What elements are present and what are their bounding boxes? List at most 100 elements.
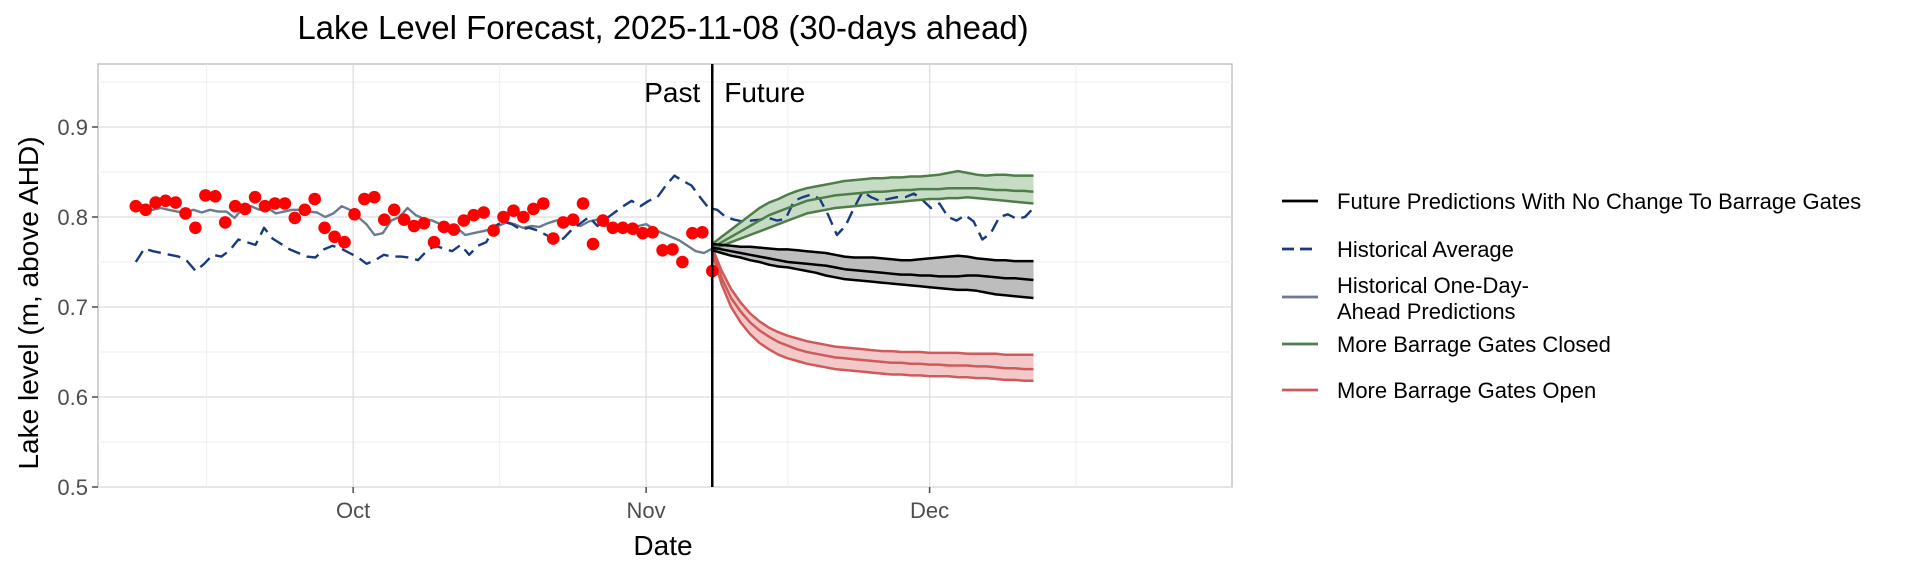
observed-points xyxy=(129,189,719,278)
observed-point xyxy=(556,216,570,229)
observed-point xyxy=(616,221,630,235)
legend-label: Historical Average xyxy=(1337,237,1514,262)
legend-label-line: More Barrage Gates Open xyxy=(1337,378,1596,403)
observed-point xyxy=(457,214,471,227)
observed-point xyxy=(378,213,391,226)
observed-point xyxy=(258,199,272,213)
observed-point xyxy=(397,213,411,226)
observed-point xyxy=(586,237,600,251)
observed-point xyxy=(507,204,520,217)
gates-closed-upper-line xyxy=(711,169,1034,245)
y-tick-label: 0.5 xyxy=(57,475,88,500)
y-tick-label: 0.8 xyxy=(57,205,88,230)
gates-closed-lower-line xyxy=(711,195,1034,252)
observed-point xyxy=(139,203,152,217)
observed-point xyxy=(179,207,192,220)
no-change-upper-line xyxy=(712,242,1034,263)
grid-lines xyxy=(98,64,1232,488)
annotations: Past Future xyxy=(644,64,805,487)
observed-point xyxy=(218,216,232,229)
observed-point xyxy=(288,211,302,225)
observed-point xyxy=(298,203,312,217)
gates-open-lower-line xyxy=(711,252,1034,383)
plot-area xyxy=(97,63,1233,488)
observed-point xyxy=(676,255,689,269)
legend-label-line: More Barrage Gates Closed xyxy=(1337,332,1611,357)
observed-point xyxy=(566,213,580,226)
observed-point xyxy=(268,197,282,210)
observed-point xyxy=(159,194,172,208)
legend-label: More Barrage Gates Open xyxy=(1337,378,1596,403)
observed-point xyxy=(387,203,401,217)
legend-label: More Barrage Gates Closed xyxy=(1337,332,1611,357)
no-change-mid-line xyxy=(712,246,1034,282)
observed-point xyxy=(308,192,322,206)
observed-point xyxy=(447,223,461,236)
gates-open-mid-line xyxy=(711,249,1034,371)
future-label: Future xyxy=(724,77,805,108)
y-tick-label: 0.6 xyxy=(57,385,88,410)
observed-point xyxy=(358,192,371,206)
legend-label-line: Ahead Predictions xyxy=(1337,299,1516,324)
observed-point xyxy=(368,190,381,204)
x-tick-label: Dec xyxy=(910,498,949,523)
observed-point xyxy=(546,232,560,245)
observed-point xyxy=(437,220,451,234)
observed-point xyxy=(169,196,182,209)
observed-point xyxy=(517,210,530,224)
observed-point xyxy=(129,199,143,213)
past-label: Past xyxy=(644,77,700,108)
observed-point xyxy=(606,221,620,235)
observed-point xyxy=(189,221,202,235)
axes: 0.5 0.6 0.7 0.8 0.9 Oct Nov Dec xyxy=(57,115,949,523)
gates-open-upper-line xyxy=(711,247,1034,356)
observed-point xyxy=(238,202,252,216)
observed-point xyxy=(656,244,669,257)
observed-point xyxy=(467,208,481,222)
observed-point xyxy=(199,189,212,202)
observed-point xyxy=(636,226,649,240)
legend-label: Future Predictions With No Change To Bar… xyxy=(1337,189,1861,214)
y-tick-label: 0.9 xyxy=(57,115,88,140)
observed-point xyxy=(328,230,341,244)
gates-closed-mid-line xyxy=(711,186,1034,249)
x-axis-title: Date xyxy=(633,530,692,561)
observed-point xyxy=(646,226,659,239)
observed-point xyxy=(537,197,550,210)
observed-point xyxy=(527,202,540,216)
observed-point xyxy=(596,214,610,227)
observed-point xyxy=(477,206,491,219)
observed-point xyxy=(209,190,222,203)
observed-point xyxy=(497,210,510,224)
y-axis-title: Lake level (m, above AHD) xyxy=(13,136,44,469)
observed-point xyxy=(318,221,331,235)
observed-point xyxy=(666,243,679,256)
observed-point xyxy=(686,226,699,240)
observed-point xyxy=(696,226,709,239)
observed-point xyxy=(487,224,500,237)
observed-point xyxy=(338,235,351,249)
x-tick-label: Nov xyxy=(627,498,666,523)
observed-point xyxy=(626,222,639,235)
legend-label-line: Historical One-Day- xyxy=(1337,273,1529,298)
observed-point xyxy=(417,217,431,230)
observed-point xyxy=(149,196,162,209)
legend-label-line: Future Predictions With No Change To Bar… xyxy=(1337,189,1861,214)
observed-point xyxy=(228,199,242,213)
observed-point xyxy=(248,190,262,204)
no-change-lower-line xyxy=(711,249,1034,300)
observed-point xyxy=(427,235,441,249)
legend-label-line: Historical Average xyxy=(1337,237,1514,262)
y-tick-label: 0.7 xyxy=(57,295,88,320)
plot-panel xyxy=(97,63,1233,488)
legend-label: Historical One-Day-Ahead Predictions xyxy=(1337,273,1529,324)
x-tick-label: Oct xyxy=(336,498,370,523)
observed-point xyxy=(576,197,590,210)
historical-average-line xyxy=(134,174,1035,273)
legend: Future Predictions With No Change To Bar… xyxy=(1282,189,1861,403)
chart-title: Lake Level Forecast, 2025-11-08 (30-days… xyxy=(297,9,1028,46)
observed-point xyxy=(407,219,421,233)
observed-point xyxy=(348,208,361,221)
